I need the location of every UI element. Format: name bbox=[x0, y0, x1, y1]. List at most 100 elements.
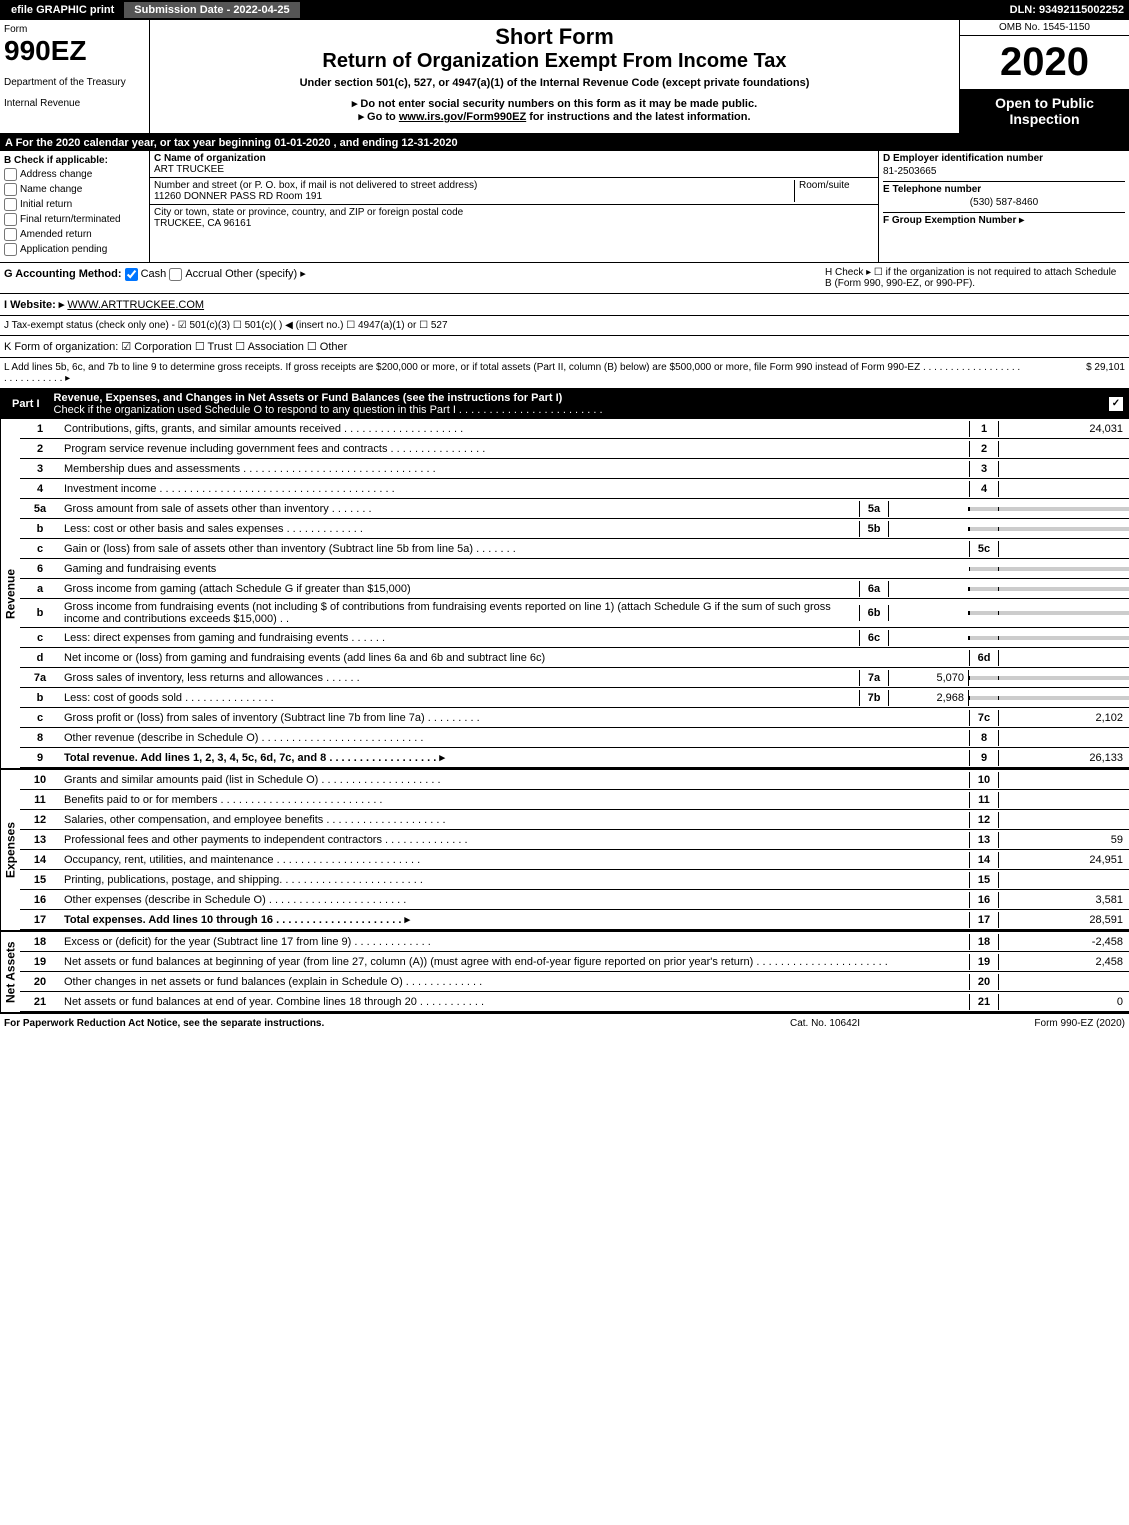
addr-label: Number and street (or P. O. box, if mail… bbox=[154, 180, 794, 191]
note-post: for instructions and the latest informat… bbox=[526, 111, 750, 123]
revenue-side-label: Revenue bbox=[0, 419, 20, 768]
instructions-note: ▸ Go to www.irs.gov/Form990EZ for instru… bbox=[154, 110, 955, 123]
cash-label: Cash bbox=[141, 268, 167, 280]
line-l: L Add lines 5b, 6c, and 7b to line 9 to … bbox=[0, 358, 1129, 389]
header-left: Form 990EZ Department of the Treasury In… bbox=[0, 20, 150, 133]
city-value: TRUCKEE, CA 96161 bbox=[154, 218, 874, 229]
check-address-change[interactable]: Address change bbox=[4, 168, 145, 181]
expenses-section: Expenses 10Grants and similar amounts pa… bbox=[0, 768, 1129, 930]
section-bcdef: B Check if applicable: Address change Na… bbox=[0, 151, 1129, 263]
form-line-b: bLess: cost of goods sold . . . . . . . … bbox=[20, 688, 1129, 708]
efile-label[interactable]: efile GRAPHIC print bbox=[5, 2, 120, 18]
form-line-13: 13Professional fees and other payments t… bbox=[20, 830, 1129, 850]
form-line-5a: 5aGross amount from sale of assets other… bbox=[20, 499, 1129, 519]
form-line-20: 20Other changes in net assets or fund ba… bbox=[20, 972, 1129, 992]
line-i: I Website: ▸ WWW.ARTTRUCKEE.COM bbox=[0, 294, 1129, 316]
form-line-c: cGross profit or (loss) from sales of in… bbox=[20, 708, 1129, 728]
group-label: F Group Exemption Number ▸ bbox=[883, 212, 1125, 226]
form-line-b: bLess: cost or other basis and sales exp… bbox=[20, 519, 1129, 539]
form-line-17: 17Total expenses. Add lines 10 through 1… bbox=[20, 910, 1129, 930]
form-line-a: aGross income from gaming (attach Schedu… bbox=[20, 579, 1129, 599]
ein-value: 81-2503665 bbox=[883, 166, 1125, 177]
note-pre: ▸ Go to bbox=[358, 111, 398, 123]
check-name-change[interactable]: Name change bbox=[4, 183, 145, 196]
org-name-label: C Name of organization bbox=[154, 153, 874, 164]
short-form-label: Short Form bbox=[154, 24, 955, 50]
form-header: Form 990EZ Department of the Treasury In… bbox=[0, 20, 1129, 135]
form-line-15: 15Printing, publications, postage, and s… bbox=[20, 870, 1129, 890]
form-line-10: 10Grants and similar amounts paid (list … bbox=[20, 770, 1129, 790]
part-i-title: Revenue, Expenses, and Changes in Net As… bbox=[54, 392, 603, 416]
form-line-6: 6Gaming and fundraising events bbox=[20, 559, 1129, 579]
check-pending[interactable]: Application pending bbox=[4, 243, 145, 256]
line-k: K Form of organization: ☑ Corporation ☐ … bbox=[0, 336, 1129, 358]
form-line-c: cGain or (loss) from sale of assets othe… bbox=[20, 539, 1129, 559]
header-mid: Short Form Return of Organization Exempt… bbox=[150, 20, 959, 133]
netassets-section: Net Assets 18Excess or (deficit) for the… bbox=[0, 930, 1129, 1012]
page-footer: For Paperwork Reduction Act Notice, see … bbox=[0, 1012, 1129, 1033]
irs-link[interactable]: www.irs.gov/Form990EZ bbox=[399, 111, 526, 123]
box-b-head: B Check if applicable: bbox=[4, 155, 145, 166]
dln-label: DLN: 93492115002252 bbox=[1010, 4, 1124, 16]
city-row: City or town, state or province, country… bbox=[150, 205, 878, 231]
check-final-return[interactable]: Final return/terminated bbox=[4, 213, 145, 226]
check-cash[interactable] bbox=[125, 268, 138, 281]
dept-irs: Internal Revenue bbox=[4, 98, 145, 109]
box-b: B Check if applicable: Address change Na… bbox=[0, 151, 150, 262]
box-def: D Employer identification number 81-2503… bbox=[879, 151, 1129, 262]
form-line-c: cLess: direct expenses from gaming and f… bbox=[20, 628, 1129, 648]
footer-formref: Form 990-EZ (2020) bbox=[925, 1018, 1125, 1029]
form-line-14: 14Occupancy, rent, utilities, and mainte… bbox=[20, 850, 1129, 870]
form-line-4: 4Investment income . . . . . . . . . . .… bbox=[20, 479, 1129, 499]
city-label: City or town, state or province, country… bbox=[154, 207, 874, 218]
form-label: Form bbox=[4, 24, 145, 35]
form-line-3: 3Membership dues and assessments . . . .… bbox=[20, 459, 1129, 479]
tax-year: 2020 bbox=[960, 36, 1129, 89]
check-initial-return[interactable]: Initial return bbox=[4, 198, 145, 211]
ein-label: D Employer identification number bbox=[883, 153, 1125, 164]
part-i-label: Part I bbox=[6, 396, 46, 412]
revenue-section: Revenue 1Contributions, gifts, grants, a… bbox=[0, 419, 1129, 768]
submission-date: Submission Date - 2022-04-25 bbox=[124, 2, 299, 18]
website-url: WWW.ARTTRUCKEE.COM bbox=[67, 299, 204, 311]
open-inspection: Open to Public Inspection bbox=[960, 89, 1129, 133]
form-line-b: bGross income from fundraising events (n… bbox=[20, 599, 1129, 628]
form-line-11: 11Benefits paid to or for members . . . … bbox=[20, 790, 1129, 810]
line-a-period: A For the 2020 calendar year, or tax yea… bbox=[0, 135, 1129, 151]
line-g: G Accounting Method: Cash Accrual Other … bbox=[4, 267, 825, 289]
footer-catno: Cat. No. 10642I bbox=[725, 1018, 925, 1029]
addr-value: 11260 DONNER PASS RD Room 191 bbox=[154, 191, 794, 202]
form-line-d: dNet income or (loss) from gaming and fu… bbox=[20, 648, 1129, 668]
form-title: Return of Organization Exempt From Incom… bbox=[154, 50, 955, 73]
form-line-9: 9Total revenue. Add lines 1, 2, 3, 4, 5c… bbox=[20, 748, 1129, 768]
form-line-8: 8Other revenue (describe in Schedule O) … bbox=[20, 728, 1129, 748]
check-accrual[interactable] bbox=[169, 268, 182, 281]
form-line-1: 1Contributions, gifts, grants, and simil… bbox=[20, 419, 1129, 439]
box-c: C Name of organization ART TRUCKEE Numbe… bbox=[150, 151, 879, 262]
top-bar: efile GRAPHIC print Submission Date - 20… bbox=[0, 0, 1129, 20]
part-i-checkbox[interactable]: ✓ bbox=[1109, 397, 1123, 411]
row-gh: G Accounting Method: Cash Accrual Other … bbox=[0, 263, 1129, 294]
line-j: J Tax-exempt status (check only one) - ☑… bbox=[0, 316, 1129, 336]
footer-paperwork: For Paperwork Reduction Act Notice, see … bbox=[4, 1018, 725, 1029]
part-i-header: Part I Revenue, Expenses, and Changes in… bbox=[0, 389, 1129, 419]
under-section: Under section 501(c), 527, or 4947(a)(1)… bbox=[154, 77, 955, 89]
omb-number: OMB No. 1545-1150 bbox=[960, 20, 1129, 36]
g-label: G Accounting Method: bbox=[4, 268, 122, 280]
form-line-18: 18Excess or (deficit) for the year (Subt… bbox=[20, 932, 1129, 952]
form-number: 990EZ bbox=[4, 35, 145, 67]
addr-row: Number and street (or P. O. box, if mail… bbox=[150, 178, 878, 205]
form-line-2: 2Program service revenue including gover… bbox=[20, 439, 1129, 459]
netassets-side-label: Net Assets bbox=[0, 932, 20, 1012]
tel-value: (530) 587-8460 bbox=[883, 197, 1125, 208]
check-amended[interactable]: Amended return bbox=[4, 228, 145, 241]
website-label: I Website: ▸ bbox=[4, 299, 64, 311]
line-l-text: L Add lines 5b, 6c, and 7b to line 9 to … bbox=[4, 362, 1025, 384]
line-h: H Check ▸ ☐ if the organization is not r… bbox=[825, 267, 1125, 289]
other-label: Other (specify) ▸ bbox=[225, 268, 306, 280]
expenses-side-label: Expenses bbox=[0, 770, 20, 930]
org-name: ART TRUCKEE bbox=[154, 164, 874, 175]
form-line-7a: 7aGross sales of inventory, less returns… bbox=[20, 668, 1129, 688]
org-name-row: C Name of organization ART TRUCKEE bbox=[150, 151, 878, 178]
form-line-12: 12Salaries, other compensation, and empl… bbox=[20, 810, 1129, 830]
